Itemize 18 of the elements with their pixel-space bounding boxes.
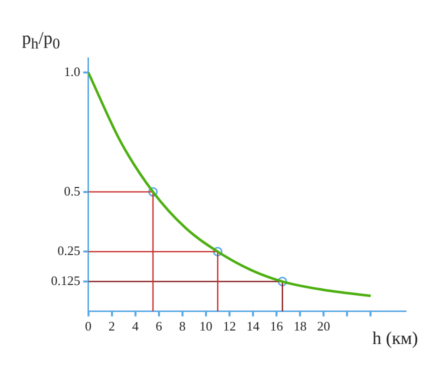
x-tick-label: 16 xyxy=(270,318,284,334)
y-tick-label: 0.25 xyxy=(58,243,80,258)
y-tick-label: 1.0 xyxy=(64,64,80,79)
x-tick-label: 18 xyxy=(294,318,307,334)
x-tick-label: 2 xyxy=(108,318,116,334)
y-axis-title: p$_{h}$/p$_{0}$ xyxy=(22,28,60,54)
x-tick-label: 10 xyxy=(199,318,212,334)
x-tick-label: 4 xyxy=(132,318,140,334)
x-axis-title: h (км) xyxy=(372,328,418,349)
x-tick-label: 6 xyxy=(156,318,163,334)
line-series xyxy=(88,71,372,298)
x-tick-label: 12 xyxy=(222,318,236,334)
x-tick-label: 14 xyxy=(246,318,260,334)
y-tick-label: 0.5 xyxy=(64,183,80,198)
x-tick-label: 8 xyxy=(179,318,186,334)
x-tick-label: 20 xyxy=(317,318,330,334)
y-tick-label: 0.125 xyxy=(51,272,80,288)
x-tick-label: 0 xyxy=(85,318,92,334)
